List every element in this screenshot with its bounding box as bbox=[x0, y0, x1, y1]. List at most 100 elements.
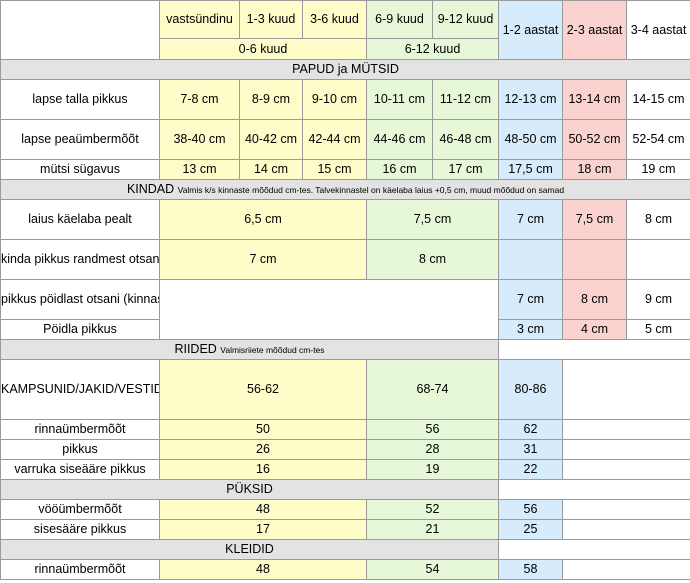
section-kindad-note: Valmis k/s kinnaste mõõdud cm-tes. Talve… bbox=[177, 184, 565, 195]
row-label: lapse talla pikkus bbox=[0, 79, 160, 120]
cell: 19 cm bbox=[626, 159, 690, 180]
cell: 7,5 cm bbox=[366, 199, 499, 240]
blank-area bbox=[562, 419, 690, 440]
row-label: mütsi sügavus bbox=[0, 159, 160, 180]
size-cell: 56-62 bbox=[159, 359, 367, 420]
header-corner bbox=[0, 0, 160, 60]
cell: 50 bbox=[159, 419, 367, 440]
size-cell: 68-74 bbox=[366, 359, 499, 420]
age-header-3-4y: 3-4 aastat bbox=[626, 0, 690, 60]
blank-area bbox=[562, 439, 690, 460]
cell-empty bbox=[498, 239, 563, 280]
cell: 7 cm bbox=[498, 199, 563, 240]
cell: 4 cm bbox=[562, 319, 627, 340]
cell: 38-40 cm bbox=[159, 119, 240, 160]
age-header-9-12m: 9-12 kuud bbox=[432, 0, 499, 39]
age-header-newborn: vastsündinu bbox=[159, 0, 240, 39]
cell: 7 cm bbox=[159, 239, 367, 280]
cell-empty bbox=[562, 239, 627, 280]
row-label: rinnaümbermõõt bbox=[0, 559, 160, 580]
row-label: vööümbermõõt bbox=[0, 499, 160, 520]
age-group-6-12m: 6-12 kuud bbox=[366, 38, 499, 60]
cell: 58 bbox=[498, 559, 563, 580]
cell: 16 bbox=[159, 459, 367, 480]
cell: 9-10 cm bbox=[302, 79, 367, 120]
cell: 7-8 cm bbox=[159, 79, 240, 120]
age-header-1-2y: 1-2 aastat bbox=[498, 0, 563, 60]
cell: 13 cm bbox=[159, 159, 240, 180]
row-label: laius käelaba pealt bbox=[0, 199, 160, 240]
section-kleidid-title: KLEIDID bbox=[0, 539, 499, 560]
cell: 46-48 cm bbox=[432, 119, 499, 160]
cell: 8-9 cm bbox=[239, 79, 303, 120]
cell: 7 cm bbox=[498, 279, 563, 320]
cell: 42-44 cm bbox=[302, 119, 367, 160]
cell: 8 cm bbox=[626, 199, 690, 240]
cell: 40-42 cm bbox=[239, 119, 303, 160]
cell: 5 cm bbox=[626, 319, 690, 340]
blank-area bbox=[562, 459, 690, 480]
blank-area bbox=[562, 499, 690, 520]
cell: 44-46 cm bbox=[366, 119, 433, 160]
cell: 14 cm bbox=[239, 159, 303, 180]
age-header-3-6m: 3-6 kuud bbox=[302, 0, 367, 39]
blank-area bbox=[498, 339, 690, 360]
blank-area bbox=[562, 519, 690, 540]
row-label: lapse peaümbermõõt bbox=[0, 119, 160, 160]
cell: 6,5 cm bbox=[159, 199, 367, 240]
cell: 16 cm bbox=[366, 159, 433, 180]
section-puksid-title: PÜKSID bbox=[0, 479, 499, 500]
cell: 22 bbox=[498, 459, 563, 480]
age-group-0-6m: 0-6 kuud bbox=[159, 38, 367, 60]
cell: 56 bbox=[366, 419, 499, 440]
cell: 52-54 cm bbox=[626, 119, 690, 160]
age-header-1-3m: 1-3 kuud bbox=[239, 0, 303, 39]
row-label: sisesääre pikkus bbox=[0, 519, 160, 540]
section-riided-label: RIIDED bbox=[174, 341, 217, 356]
cell: 11-12 cm bbox=[432, 79, 499, 120]
blank-area bbox=[562, 559, 690, 580]
section-riided-note: Valmisriiete mõõdud cm-tes bbox=[220, 344, 325, 355]
cell: 25 bbox=[498, 519, 563, 540]
blank-area bbox=[498, 479, 690, 500]
cell: 26 bbox=[159, 439, 367, 460]
cell: 28 bbox=[366, 439, 499, 460]
cell: 8 cm bbox=[366, 239, 499, 280]
section-kindad-title: KINDAD Valmis k/s kinnaste mõõdud cm-tes… bbox=[0, 179, 690, 200]
cell: 62 bbox=[498, 419, 563, 440]
cell: 7,5 cm bbox=[562, 199, 627, 240]
cell: 48 bbox=[159, 499, 367, 520]
cell: 18 cm bbox=[562, 159, 627, 180]
row-label: varruka siseääre pikkus bbox=[0, 459, 160, 480]
cell: 17,5 cm bbox=[498, 159, 563, 180]
cell: 15 cm bbox=[302, 159, 367, 180]
cell: 21 bbox=[366, 519, 499, 540]
cell: 12-13 cm bbox=[498, 79, 563, 120]
blank-area bbox=[562, 359, 690, 420]
cell: 52 bbox=[366, 499, 499, 520]
row-label: pikkus pöidlast otsani (kinnastel ) bbox=[0, 279, 160, 320]
cell-empty bbox=[159, 279, 499, 340]
cell: 48 bbox=[159, 559, 367, 580]
row-label: pikkus bbox=[0, 439, 160, 460]
section-papud-title: PAPUD ja MÜTSID bbox=[0, 59, 690, 80]
section-kindad-label: KINDAD bbox=[126, 181, 175, 196]
cell: 31 bbox=[498, 439, 563, 460]
section-riided-title: RIIDED Valmisriiete mõõdud cm-tes bbox=[0, 339, 499, 360]
cell: 50-52 cm bbox=[562, 119, 627, 160]
cell: 3 cm bbox=[498, 319, 563, 340]
cell: 8 cm bbox=[562, 279, 627, 320]
cell: 9 cm bbox=[626, 279, 690, 320]
age-header-6-9m: 6-9 kuud bbox=[366, 0, 433, 39]
cell: 56 bbox=[498, 499, 563, 520]
cell: 54 bbox=[366, 559, 499, 580]
cell: 14-15 cm bbox=[626, 79, 690, 120]
row-label: rinnaümbermõõt bbox=[0, 419, 160, 440]
cell: 13-14 cm bbox=[562, 79, 627, 120]
row-label: kinda pikkus randmest otsani (käpukatel) bbox=[0, 239, 160, 280]
cell: 17 bbox=[159, 519, 367, 540]
blank-area bbox=[498, 539, 690, 560]
cell: 10-11 cm bbox=[366, 79, 433, 120]
cell: 19 bbox=[366, 459, 499, 480]
